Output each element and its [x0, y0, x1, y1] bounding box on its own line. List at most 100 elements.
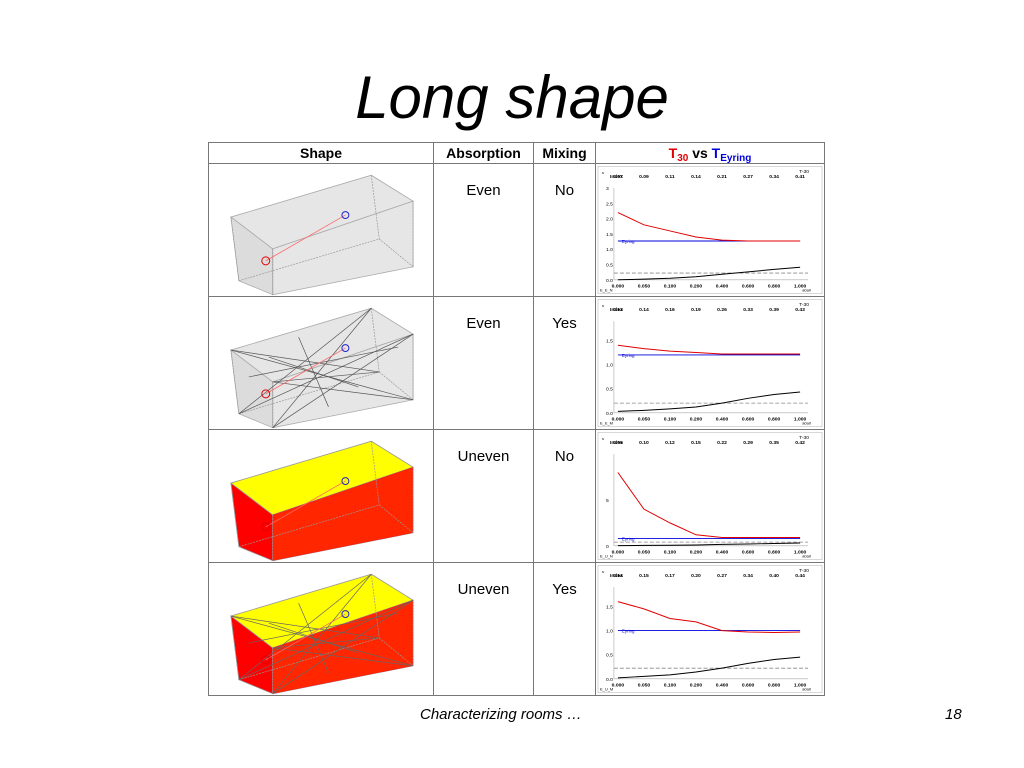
bottom-left-label: E_U_M: [600, 687, 613, 692]
box-edge: [230, 350, 240, 414]
scatter-line: [272, 381, 414, 401]
x-tick-label: 0.400: [716, 417, 729, 423]
index-value: 0.15: [691, 440, 701, 446]
index-value: 0.27: [743, 174, 753, 180]
absorption-cell: Uneven: [433, 429, 534, 563]
index-value: 0.29: [743, 440, 753, 446]
x-tick-label: 0.400: [716, 550, 729, 556]
scatter-line: [248, 346, 399, 378]
chart-frame: [597, 298, 823, 428]
y-tick-label: 1.5: [606, 338, 613, 344]
index-value: 0.33: [743, 307, 753, 313]
t30-vs-teyring-chart: s Index T-30 0.07 0.09 0.11 0.14 0.21 0.27 0.34 0.…: [597, 165, 823, 295]
receiver-marker-icon: [341, 477, 350, 486]
room-box-diagram: [230, 573, 415, 695]
box-edge: [230, 483, 240, 547]
index-series-line: [617, 656, 801, 679]
receiver-marker-icon: [341, 344, 350, 353]
chart-frame: [597, 165, 823, 295]
x-tick-label: 0.000: [612, 550, 625, 556]
table-row: Even No s Index T-30 0.07 0.09 0.11 0.14 0.21 0.27…: [208, 163, 825, 297]
index-value: 0.22: [717, 440, 727, 446]
index-series-line: [617, 542, 801, 547]
box-front-face: [272, 467, 414, 561]
y-tick-label: 1.0: [606, 629, 613, 635]
t30-vs-teyring-chart: s Index T-30 0.09 0.10 0.12 0.15 0.22 0.29 0.35 0.…: [597, 431, 823, 561]
index-value: 0.44: [795, 573, 805, 579]
receiver-marker-icon: [341, 211, 350, 220]
graph-cell: s Index T-30 0.13 0.14 0.16 0.19 0.26 0.33 0.39 0.…: [595, 296, 825, 430]
table-row: Even Yes s Index T-30 0.13 0.14 0.16 0.19 0.26 0.3…: [208, 296, 825, 430]
t30-series-line: [617, 212, 801, 242]
header-absorption: Absorption: [433, 142, 534, 164]
x-tick-label: 0.400: [716, 683, 729, 689]
chart-frame: [597, 564, 823, 694]
index-value: 0.26: [717, 307, 727, 313]
scatter-line: [272, 637, 380, 649]
header-t30: T: [668, 145, 678, 161]
y-tick-label: 0.0: [606, 411, 613, 417]
box-edge: [370, 574, 380, 639]
page-number: 18: [945, 706, 962, 723]
mixing-cell: No: [533, 429, 596, 563]
corner-label: T-30: [799, 169, 809, 175]
header-shape: Shape: [208, 142, 434, 164]
box-edge: [238, 371, 380, 415]
x-tick-label: 0.200: [690, 284, 703, 290]
y-axis-marker: s: [602, 569, 604, 574]
header-vs: vs: [692, 145, 708, 161]
bottom-right-label: a0a0: [802, 421, 812, 426]
y-tick-label: 1.5: [606, 604, 613, 610]
x-tick-label: 0.100: [664, 417, 677, 423]
corner-label: T-30: [799, 568, 809, 574]
t30-vs-teyring-chart: s Index T-30 0.13 0.14 0.16 0.19 0.26 0.33 0.39 0.…: [597, 298, 823, 428]
index-label: Index: [610, 573, 623, 579]
source-receiver-line: [265, 613, 346, 661]
box-edge: [370, 308, 380, 373]
graph-cell: s Index T-30 0.14 0.15 0.17 0.20 0.27 0.34 0.40 0.…: [595, 562, 825, 696]
source-marker-icon: [261, 655, 271, 665]
scatter-line: [272, 333, 414, 429]
scatter-line: [272, 647, 414, 667]
t30-series-line: [617, 601, 801, 633]
source-receiver-line: [265, 214, 346, 262]
y-tick-label: 0: [606, 544, 609, 550]
index-value: 0.41: [795, 174, 805, 180]
index-label: Index: [610, 174, 623, 180]
x-tick-label: 0.100: [664, 683, 677, 689]
index-value: 0.43: [795, 307, 805, 313]
x-tick-label: 0.200: [690, 550, 703, 556]
absorption-cell: Even: [433, 296, 534, 430]
table-row: Uneven Yes s Index T-30 0.14 0.15 0.17 0.20 0.27 0…: [208, 562, 825, 696]
x-tick-label: 0.200: [690, 417, 703, 423]
index-value: 0.14: [639, 307, 649, 313]
header-t30-vs-teyring: T30 vs TEyring: [595, 142, 825, 164]
x-tick-label: 0.050: [638, 417, 651, 423]
index-value: 0.27: [717, 573, 727, 579]
index-label: Index: [610, 440, 623, 446]
y-tick-label: 0.5: [606, 653, 613, 659]
box-edge: [230, 217, 240, 281]
x-tick-label: 0.600: [742, 284, 755, 290]
shape-cell: [208, 163, 434, 297]
box-edge: [238, 238, 380, 282]
y-tick-label: 1.5: [606, 232, 613, 238]
x-tick-label: 0.600: [742, 683, 755, 689]
y-tick-label: 1.0: [606, 247, 613, 253]
index-series-line: [617, 266, 801, 281]
scatter-line: [272, 574, 372, 694]
x-tick-label: 0.400: [716, 284, 729, 290]
scatter-line: [272, 308, 372, 428]
index-value: 0.09: [613, 440, 623, 446]
scatter-line: [272, 599, 414, 695]
x-tick-label: 0.000: [612, 417, 625, 423]
x-tick-label: 0.800: [768, 683, 781, 689]
corner-label: T-30: [799, 435, 809, 441]
scatter-line: [268, 356, 359, 388]
y-tick-label: 2.5: [606, 201, 613, 207]
x-tick-label: 1.000: [794, 683, 807, 689]
index-value: 0.13: [613, 307, 623, 313]
header-mixing: Mixing: [533, 142, 596, 164]
shape-cell: [208, 562, 434, 696]
index-value: 0.16: [665, 307, 675, 313]
